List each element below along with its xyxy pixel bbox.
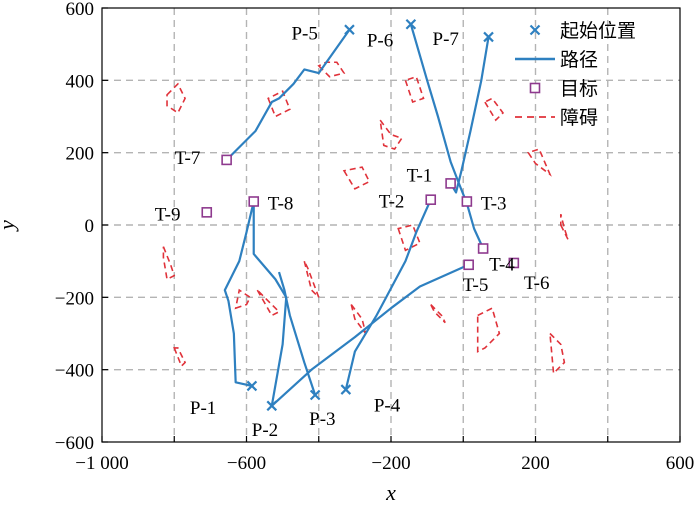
legend-square-icon [529,82,541,94]
legend-label: 路径 [560,49,598,71]
obstacle [559,213,569,240]
obstacles [162,61,569,376]
legend-item: 起始位置 [529,20,636,42]
start-marker [483,31,494,43]
legend-label: 目标 [560,78,598,100]
start-label: P-1 [190,398,216,419]
x-tick-label: −600 [227,453,266,474]
start-label: P-4 [374,396,401,417]
x-tick-label: 200 [521,453,550,474]
target-marker [445,178,456,189]
start-marker [405,18,417,30]
target-label: T-7 [175,148,201,169]
target-marker [201,207,213,218]
legend-label: 障碍 [560,107,598,129]
legend-item: 障碍 [515,107,598,129]
target-marker [463,259,474,271]
target-marker [425,194,437,205]
start-marker [246,380,258,392]
start-marker-stroke [309,389,321,401]
path-line [409,23,485,249]
obstacle [267,90,291,118]
y-tick-label: −200 [55,288,94,309]
obstacle [548,331,566,376]
obstacle [162,246,176,281]
obstacle [166,82,186,115]
target-marker [248,196,260,207]
start-marker-stroke [266,400,278,412]
start-marker-stroke [344,24,355,35]
start-label: P-7 [433,29,459,50]
target-label: T-3 [481,193,507,214]
path-line [344,199,432,390]
obstacle [173,347,187,368]
obstacle [342,166,371,190]
y-tick-label: 600 [66,0,95,20]
target-label: T-8 [268,193,294,214]
y-tick-label: −600 [55,433,94,454]
target-marker [508,257,520,269]
path-line [271,263,470,407]
start-label: P-2 [252,420,278,441]
start-marker [340,384,352,395]
obstacle [430,304,446,324]
y-tick-label: 200 [66,144,95,165]
target-label: T-1 [407,165,433,186]
path-line [223,201,255,388]
start-marker-stroke [340,384,352,395]
start-marker-stroke [483,31,494,43]
target-label: T-9 [155,204,181,225]
point-labels: T-1T-2 T-3 T-4T-5 T-6 T-7 T-8 T-9 P-1 P-2 P-3 P-4 P… [155,24,550,441]
legend-label: 起始位置 [560,20,636,42]
tick-labels: −1 000 −600 −200 200 600−600−400−20002004006… [55,0,694,474]
start-marker-stroke [246,380,258,392]
legend-item: 目标 [529,78,598,100]
x-tick-label: −200 [371,453,410,474]
target-marker [221,154,232,166]
start-label: P-6 [367,30,393,51]
start-marker [266,400,278,412]
obstacle [476,307,501,353]
grid [102,8,680,442]
x-tick-label: −1 000 [75,453,128,474]
y-tick-label: 400 [66,71,95,92]
target-marker [461,196,473,207]
obstacle [397,224,421,252]
start-label: P-3 [309,409,335,430]
obstacle [303,260,320,298]
path-line [225,29,351,161]
paths [223,23,490,407]
target-label: T-5 [463,275,489,296]
obstacle [379,119,404,151]
start-marker-stroke [405,18,417,30]
start-marker [309,389,321,401]
target-marker [477,243,489,254]
path-line [252,201,288,407]
x-axis-title: x [385,480,396,505]
x-tick-label: 600 [666,453,695,474]
legend-item: 路径 [515,49,598,71]
legend-cross-icon [529,24,541,36]
start-label: P-5 [291,24,317,45]
obstacle [527,148,552,177]
path-line [449,36,490,194]
y-tick-label: 0 [85,216,95,237]
target-label: T-2 [379,192,405,213]
obstacle [256,289,281,317]
targets [201,154,520,271]
target-label: T-6 [524,273,550,294]
start-markers [246,18,494,412]
obstacle [404,75,425,104]
start-marker [344,24,355,35]
obstacle [234,288,252,310]
y-axis-title: y [0,220,19,232]
target-label: T-4 [489,255,515,276]
obstacle [483,97,505,122]
y-tick-label: −400 [55,361,94,382]
axis-ticks [101,7,681,443]
